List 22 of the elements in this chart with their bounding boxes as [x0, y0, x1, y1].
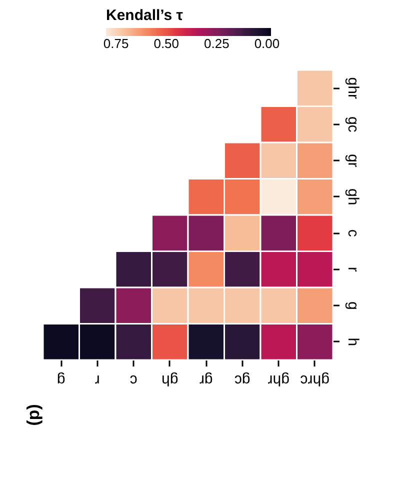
y-tick-label: gc — [344, 116, 362, 133]
color-bar-label: 0.00 — [254, 36, 280, 51]
x-tick-label: g — [56, 372, 66, 388]
x-tick-label: c — [129, 372, 138, 388]
color-bar-title: Kendall’s τ — [106, 7, 184, 24]
y-tick-label: gh — [344, 188, 362, 206]
y-tick-label: ghr — [344, 77, 362, 99]
text: (d) — [26, 404, 45, 426]
x-tick-label: gc — [234, 372, 250, 388]
x-tick-label: gh — [162, 372, 178, 388]
color-bar-label: 0.50 — [154, 36, 180, 51]
x-tick-label: ghrc — [300, 372, 330, 388]
color-bar-label: 0.75 — [103, 36, 129, 51]
y-tick-label: c — [344, 229, 362, 238]
x-tick-label: gr — [199, 372, 213, 388]
color-bar-label: 0.25 — [204, 36, 230, 51]
x-tick-label: r — [94, 372, 100, 388]
y-tick-label: g — [344, 301, 362, 310]
x-tick-label: ghr — [268, 372, 290, 388]
y-tick-label: gr — [344, 154, 362, 168]
y-tick-label: h — [344, 338, 362, 346]
y-tick-label: r — [344, 266, 362, 272]
